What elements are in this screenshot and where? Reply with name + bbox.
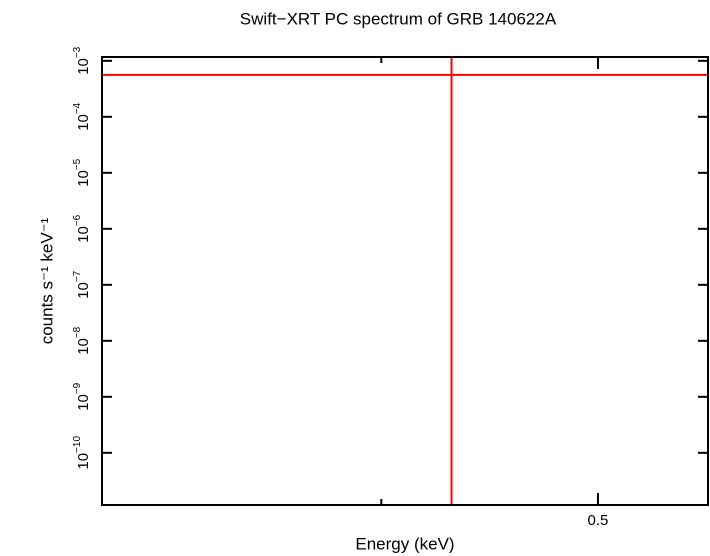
y-tick-label: 10−9 <box>72 382 92 411</box>
y-tick-base: 10 <box>75 226 92 243</box>
y-axis-label: counts s⁻¹ keV⁻¹ <box>37 217 56 344</box>
y-tick-base: 10 <box>75 338 92 355</box>
y-tick-base: 10 <box>75 394 92 411</box>
y-tick-base: 10 <box>75 58 92 75</box>
chart-title: Swift−XRT PC spectrum of GRB 140622A <box>240 9 557 28</box>
plot-area <box>102 58 708 505</box>
y-tick-base: 10 <box>75 170 92 187</box>
y-tick-exponent: −4 <box>72 102 83 114</box>
y-tick-exponent: −7 <box>72 270 83 282</box>
y-tick-exponent: −5 <box>72 158 83 170</box>
y-tick-label: 10−3 <box>72 46 92 75</box>
x-tick-label: 0.5 <box>588 512 609 529</box>
axes-frame <box>101 56 709 506</box>
y-tick-base: 10 <box>75 453 92 470</box>
y-tick-exponent: −9 <box>72 382 83 394</box>
y-tick-label: 10−10 <box>72 436 92 470</box>
y-tick-exponent: −6 <box>72 214 83 226</box>
y-tick-label: 10−4 <box>72 102 92 131</box>
y-tick-label: 10−7 <box>72 270 92 299</box>
y-tick-base: 10 <box>75 282 92 299</box>
y-tick-base: 10 <box>75 114 92 131</box>
y-tick-label: 10−6 <box>72 214 92 243</box>
y-tick-label: 10−5 <box>72 158 92 187</box>
y-tick-label: 10−8 <box>72 326 92 355</box>
x-axis-label: Energy (keV) <box>355 534 454 553</box>
y-tick-exponent: −8 <box>72 326 83 338</box>
y-tick-exponent: −10 <box>72 436 83 453</box>
y-tick-exponent: −3 <box>72 46 83 58</box>
